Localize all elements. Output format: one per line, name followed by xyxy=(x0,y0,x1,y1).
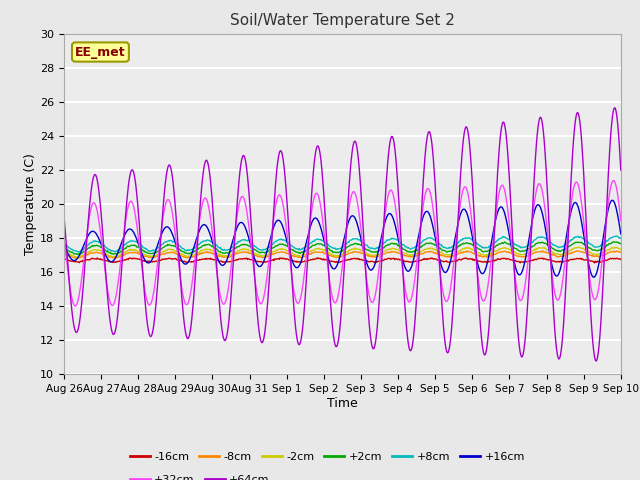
+64cm xyxy=(617,168,625,173)
+8cm xyxy=(185,247,193,252)
+64cm xyxy=(426,131,434,137)
Text: EE_met: EE_met xyxy=(75,46,126,59)
+64cm xyxy=(184,336,192,341)
-2cm xyxy=(214,251,222,257)
+16cm xyxy=(617,231,625,237)
-8cm xyxy=(463,248,470,254)
+64cm xyxy=(127,168,135,173)
Title: Soil/Water Temperature Set 2: Soil/Water Temperature Set 2 xyxy=(230,13,455,28)
+16cm xyxy=(590,275,598,280)
-2cm xyxy=(617,247,625,252)
-8cm xyxy=(72,255,79,261)
+32cm xyxy=(214,279,222,285)
-2cm xyxy=(411,252,419,257)
Line: +64cm: +64cm xyxy=(64,108,621,361)
+16cm xyxy=(60,242,68,248)
+2cm xyxy=(74,252,81,257)
-16cm xyxy=(127,256,135,262)
+32cm xyxy=(610,178,618,183)
-16cm xyxy=(617,256,625,262)
-16cm xyxy=(184,259,192,265)
-2cm xyxy=(185,253,193,259)
-2cm xyxy=(70,253,78,259)
-16cm xyxy=(314,255,321,261)
+2cm xyxy=(185,251,193,256)
+16cm xyxy=(214,255,221,261)
+2cm xyxy=(411,248,419,253)
+16cm xyxy=(70,258,78,264)
Line: +16cm: +16cm xyxy=(64,200,621,277)
+2cm xyxy=(610,239,618,245)
Y-axis label: Temperature (C): Temperature (C) xyxy=(24,153,37,255)
+8cm xyxy=(214,244,222,250)
+64cm xyxy=(410,329,418,335)
Line: -16cm: -16cm xyxy=(64,258,621,263)
+8cm xyxy=(617,235,625,241)
+8cm xyxy=(612,233,620,239)
+64cm xyxy=(592,358,600,364)
-8cm xyxy=(617,249,625,255)
-2cm xyxy=(428,245,435,251)
+16cm xyxy=(426,214,434,219)
+2cm xyxy=(60,245,68,251)
+32cm xyxy=(128,199,136,205)
+32cm xyxy=(60,236,68,241)
+64cm xyxy=(611,105,618,110)
+8cm xyxy=(60,241,68,247)
+16cm xyxy=(127,227,135,232)
-8cm xyxy=(128,250,136,256)
-16cm xyxy=(214,257,221,263)
+2cm xyxy=(214,248,222,254)
-2cm xyxy=(128,247,136,253)
+16cm xyxy=(609,197,616,203)
-8cm xyxy=(60,251,68,257)
-2cm xyxy=(575,244,583,250)
Line: -2cm: -2cm xyxy=(64,247,621,257)
+64cm xyxy=(70,324,78,329)
-16cm xyxy=(60,256,68,262)
Line: -8cm: -8cm xyxy=(64,251,621,258)
+64cm xyxy=(60,214,68,219)
-8cm xyxy=(185,255,193,261)
+32cm xyxy=(428,193,435,199)
+16cm xyxy=(184,260,192,265)
+16cm xyxy=(410,255,418,261)
X-axis label: Time: Time xyxy=(327,397,358,410)
+2cm xyxy=(617,241,625,247)
+2cm xyxy=(128,242,136,248)
+2cm xyxy=(70,251,78,257)
+8cm xyxy=(70,248,78,253)
Line: +2cm: +2cm xyxy=(64,242,621,254)
-8cm xyxy=(70,255,78,261)
+8cm xyxy=(428,235,435,241)
-8cm xyxy=(411,253,419,259)
+64cm xyxy=(214,273,221,278)
Legend: +32cm, +64cm: +32cm, +64cm xyxy=(125,471,274,480)
+8cm xyxy=(411,244,419,250)
+32cm xyxy=(411,276,419,282)
-8cm xyxy=(428,249,435,254)
+8cm xyxy=(128,238,136,244)
-2cm xyxy=(74,254,82,260)
+32cm xyxy=(185,299,193,304)
+32cm xyxy=(617,217,625,223)
+32cm xyxy=(71,303,79,309)
+32cm xyxy=(70,302,78,308)
-16cm xyxy=(70,259,78,264)
+8cm xyxy=(75,249,83,255)
-16cm xyxy=(411,259,419,264)
-16cm xyxy=(428,255,435,261)
-16cm xyxy=(516,260,524,266)
Line: +32cm: +32cm xyxy=(64,180,621,306)
+2cm xyxy=(428,240,435,246)
Line: +8cm: +8cm xyxy=(64,236,621,252)
-2cm xyxy=(60,249,68,254)
-8cm xyxy=(214,253,222,259)
